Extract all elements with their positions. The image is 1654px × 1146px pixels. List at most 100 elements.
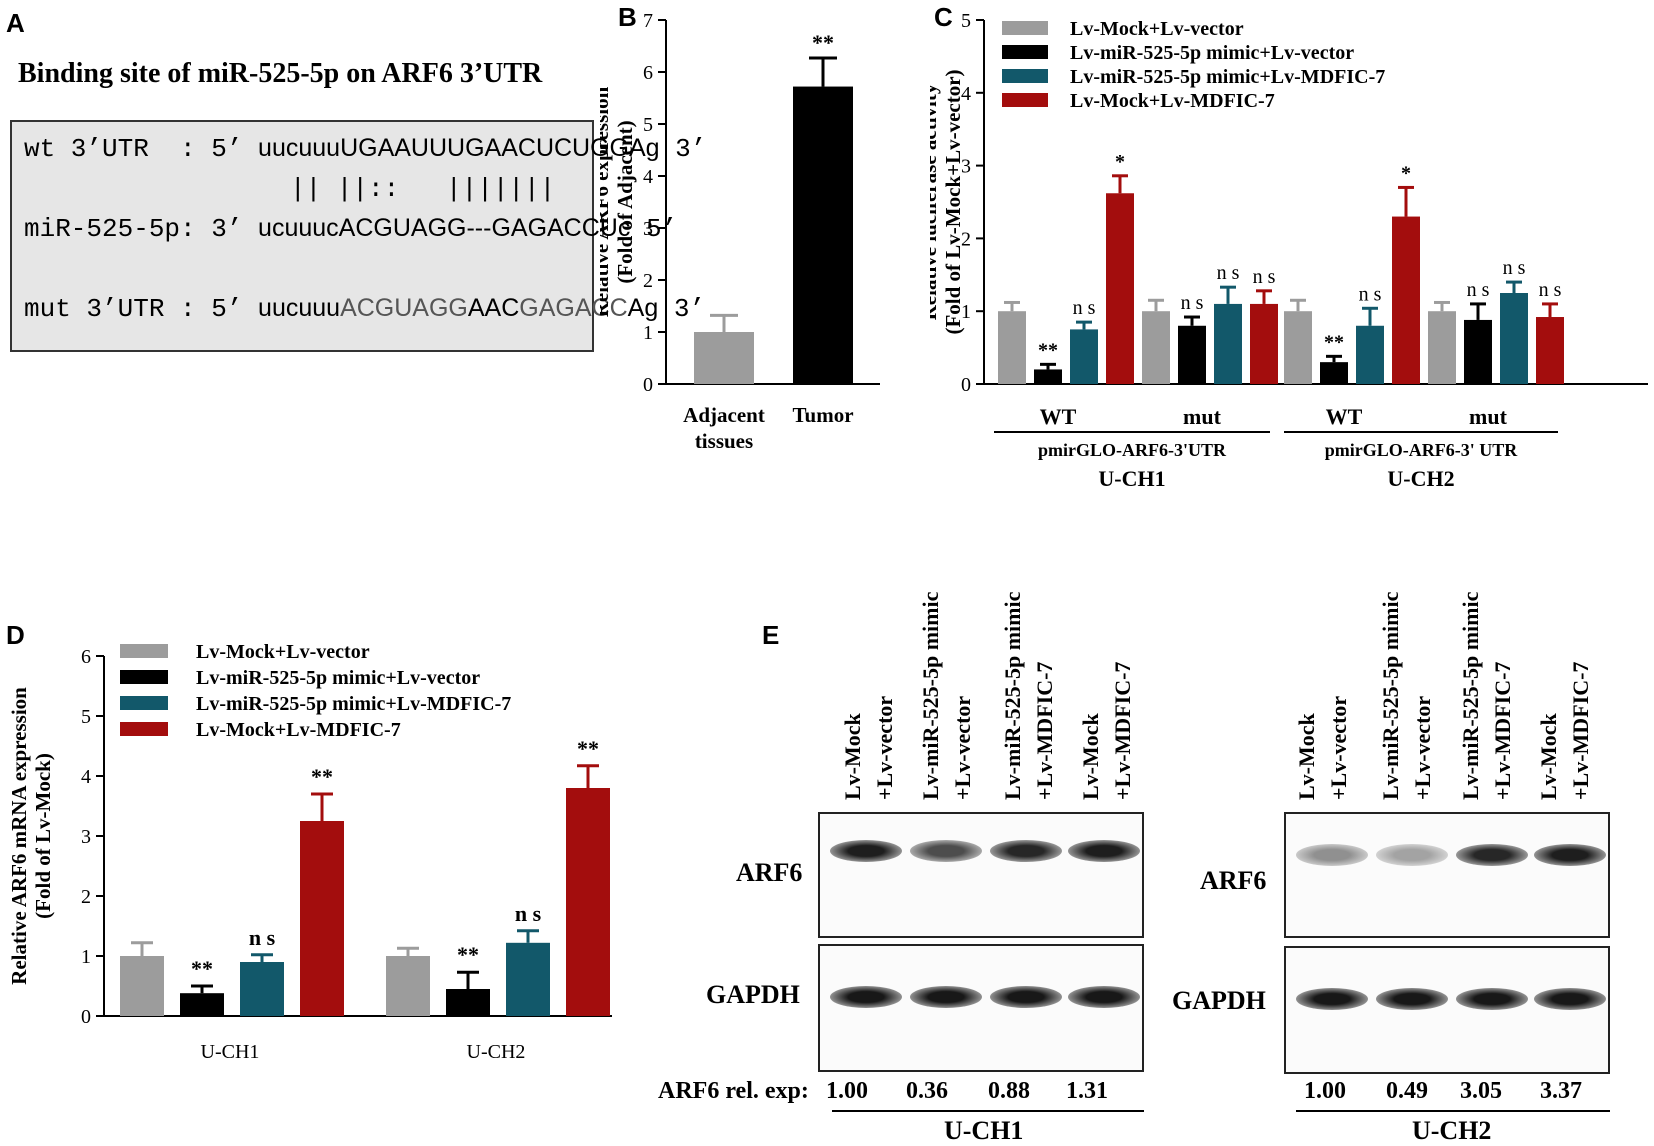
chartC-significance: n s [1253,266,1276,288]
chartC-y-tick-label: 3 [961,156,971,178]
chartC-bar [1250,303,1278,384]
chartC-legend-swatch [1002,45,1048,59]
chartB-y-tick-label: 4 [643,166,653,188]
lane-header-4-line2: +Lv-MDFIC-7 [1110,661,1135,800]
blot1-gapdh-band [910,986,982,1008]
chartB-y-tick-label: 5 [643,114,653,136]
chartC-bar [1106,193,1134,384]
chartD-legend-swatch [120,670,168,684]
chartC-bar [1284,311,1312,384]
lane-header-2-line2: +Lv-vector [950,695,975,800]
pairing-marks: || ||:: ||||||| [290,174,556,204]
chartB-y-tick-label: 1 [643,322,653,344]
chartC-significance: * [1401,162,1411,184]
blot1-arf6-band [1068,840,1140,862]
chartC-ylabel-line1: Relative luciferase activity [930,83,941,320]
chartB-y-tick-label: 7 [643,10,653,32]
chartD-y-tick-label: 1 [81,946,91,968]
blot1-relexp-1: 1.00 [826,1078,868,1104]
chartD-ylabel-line1: Relative ARF6 mRNA expression [7,687,31,985]
blot2-relexp-2: 0.49 [1386,1078,1428,1104]
panel-b-chart: 0 1 2 3 4 5 6 7 Relative ARF6 expression (Fold of… [600,10,880,453]
chartC-ylabel-line2: (Fold of Lv-Mock+Lv-vector) [941,69,965,334]
chartC-bar [1178,325,1206,384]
chartB-y-tick-label: 3 [643,218,653,240]
wt-end: 3’ [659,134,707,164]
lane-header-6-line2: +Lv-vector [1410,695,1435,800]
chartC-legend-swatch [1002,21,1048,35]
chartB-ylabel-line2: (Fold of Adjacent) [613,120,637,283]
lane-header-8-line1: Lv-Mock [1536,713,1561,800]
chartC-subgroup-label: pmirGLO-ARF6-3' UTR [1325,440,1518,460]
chartC-bar [1070,329,1098,384]
chartC-legend-entry: Lv-Mock+Lv-MDFIC-7 [1070,90,1275,112]
chartB-ylabel-line1: Relative ARF6 expression [600,86,613,317]
mut-utr-line: mut 3’UTR : 5’ uucuuuACGUAGGAACGAGACCAg … [24,294,705,324]
chartD-bar [446,989,490,1016]
chartD-significance: n s [249,925,276,950]
blot2-gapdh-band [1296,988,1368,1010]
chartC-bar [1428,311,1456,384]
blot2-arf6-label: ARF6 [1200,866,1267,895]
chartB-category-label: Tumor [792,403,853,427]
blot1-cell-label: U-CH1 [944,1116,1024,1145]
chartC-bar [1214,303,1242,384]
chartC-significance: n s [1503,257,1526,279]
chartC-significance: n s [1359,283,1382,305]
chartC-significance: n s [1181,292,1204,314]
lane-header-2-line1: Lv-miR-525-5p mimic [918,591,943,800]
chartC-bar [998,311,1026,384]
chartC-legend-swatch [1002,69,1048,83]
blot2-arf6-band [1296,844,1368,866]
chartD-legend-entry: Lv-miR-525-5p mimic+Lv-MDFIC-7 [196,693,511,715]
chartC-significance: n s [1539,279,1562,301]
chartC-significance: ** [1324,331,1344,353]
chartD-y-tick-label: 5 [81,706,91,728]
mut-seq-tail: Ag [627,294,659,322]
chartB-significance: ** [812,30,834,55]
lane-header-1-line1: Lv-Mock [840,713,865,800]
chartD-ylabel-line2: (Fold of Lv-Mock) [31,753,55,919]
chartD-y-tick-label: 2 [81,886,91,908]
chartD-y-tick-label: 3 [81,826,91,848]
chartB-y-tick-label: 0 [643,374,653,396]
blot2-gapdh-band [1456,988,1528,1010]
blot1-gapdh-membrane [818,944,1144,1072]
chartB-y-tick-label: 2 [643,270,653,292]
wt-seq-upper: UGAAUUUGAACUCUGGAg [340,134,660,162]
chartD-category-label: U-CH1 [201,1041,260,1063]
chartD-legend-entry: Lv-Mock+Lv-MDFIC-7 [196,719,401,741]
chartD-y-tick-label: 4 [81,766,91,788]
panel-e-label: E [762,620,780,650]
chartD-legend-entry: Lv-miR-525-5p mimic+Lv-vector [196,667,480,689]
panel-c-label: C [934,2,953,32]
chartC-group-label: WT [1326,404,1363,429]
chartC-legend-entry: Lv-miR-525-5p mimic+Lv-vector [1070,42,1354,64]
blot2-underline [1296,1110,1610,1112]
blot2-arf6-band [1534,844,1606,866]
blot1-gapdh-band [1068,986,1140,1008]
lane-header-5-line2: +Lv-vector [1326,695,1351,800]
blot2-gapdh-band [1376,988,1448,1010]
chartD-significance: ** [577,736,599,761]
mut-seq-mutated-1: ACGUAGG [340,294,468,322]
chartD-category-label: U-CH2 [467,1041,526,1063]
chartB-category-label: Adjacent [683,403,765,427]
mir-label: miR-525-5p: 3’ [24,214,259,244]
blot1-relexp-3: 0.88 [988,1078,1030,1104]
blot1-underline [832,1110,1144,1112]
mut-seq-mid: AAC [467,294,520,322]
mut-seq-mutated-2: GAGACC [519,294,628,322]
blot1-arf6-band [990,840,1062,862]
chartD-legend-entry: Lv-Mock+Lv-vector [196,641,370,663]
chartC-y-tick-label: 5 [961,10,971,32]
blot2-gapdh-band [1534,988,1606,1010]
mir-line: miR-525-5p: 3’ ucuuucACGUAGG---GAGACCUc … [24,214,677,244]
chartD-legend-swatch [120,644,168,658]
chartC-bar [1034,369,1062,384]
chartD-y-tick-label: 0 [81,1006,91,1028]
wt-seq-lower: uucuuu [258,134,341,162]
blot2-relexp-1: 1.00 [1304,1078,1346,1104]
blot1-arf6-band [910,840,982,862]
chartB-bar-0 [694,332,754,384]
